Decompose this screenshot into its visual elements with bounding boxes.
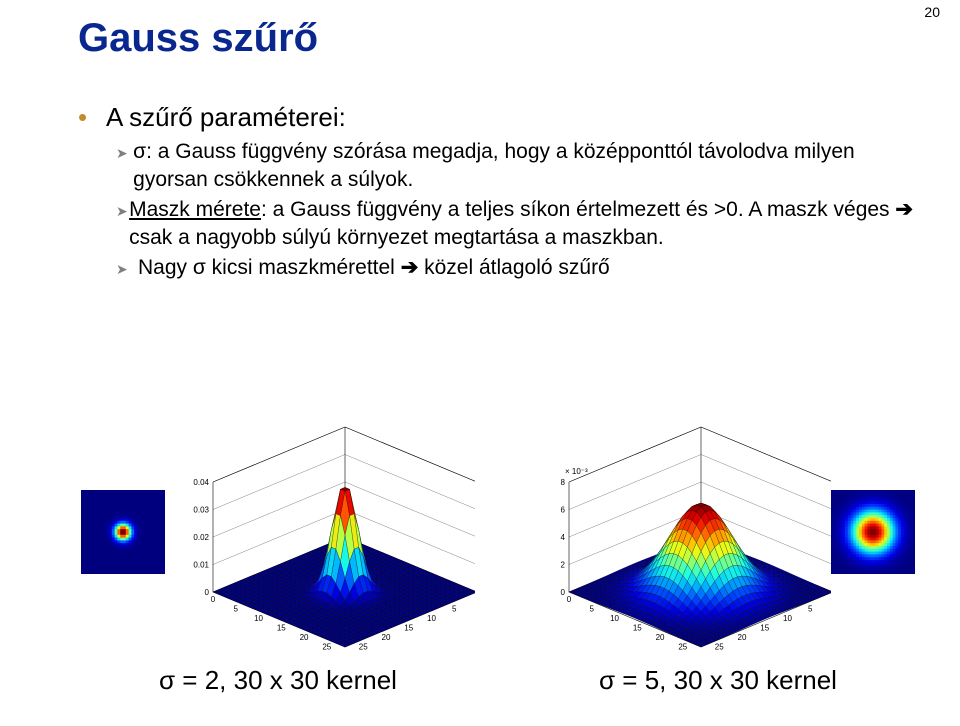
- svg-text:15: 15: [277, 623, 286, 632]
- svg-text:0.03: 0.03: [193, 506, 209, 515]
- page-number: 20: [924, 4, 940, 20]
- mask-size-tail: csak a nagyobb súlyú környezet megtartás…: [129, 226, 664, 249]
- bullet2-text: Maszk mérete: a Gauss függvény a teljes …: [129, 196, 918, 252]
- slide-title: Gauss szűrő: [78, 16, 318, 61]
- bullet2-text: σ: a Gauss függvény szórása megadja, hog…: [133, 138, 918, 194]
- svg-text:25: 25: [678, 642, 687, 651]
- svg-text:5: 5: [808, 604, 813, 613]
- svg-text:× 10⁻³: × 10⁻³: [565, 467, 588, 476]
- figure-group-sigma5: 86420× 10⁻³005510101515202025253030 σ = …: [498, 412, 938, 696]
- svg-text:15: 15: [404, 623, 413, 632]
- svg-text:15: 15: [760, 623, 769, 632]
- bullet1-text: A szűrő paraméterei:: [106, 100, 346, 134]
- svg-text:6: 6: [561, 506, 566, 515]
- bullet-level2-mask-size: ➤ Maszk mérete: a Gauss függvény a telje…: [116, 196, 918, 252]
- large-sigma-tail: közel átlagoló szűrő: [418, 256, 609, 279]
- svg-text:25: 25: [715, 642, 724, 651]
- arrow-icon: ➔: [895, 198, 913, 221]
- svg-text:0: 0: [205, 588, 210, 597]
- svg-text:20: 20: [656, 633, 665, 642]
- gaussian-topview-sigma2: [81, 490, 165, 579]
- svg-text:0.02: 0.02: [193, 533, 209, 542]
- svg-text:20: 20: [300, 633, 309, 642]
- svg-text:2: 2: [561, 561, 566, 570]
- arrow-icon: ➔: [401, 256, 419, 279]
- figure-caption: σ = 2, 30 x 30 kernel: [159, 665, 397, 696]
- svg-text:5: 5: [234, 604, 239, 613]
- svg-text:0: 0: [567, 595, 572, 604]
- svg-text:10: 10: [783, 614, 792, 623]
- svg-text:20: 20: [382, 633, 391, 642]
- svg-text:4: 4: [561, 533, 566, 542]
- chevron-icon: ➤: [116, 138, 133, 162]
- figure-group-sigma2: 0.040.030.020.01000551010151520202525303…: [58, 412, 498, 696]
- large-sigma-head: Nagy σ kicsi maszkmérettel: [138, 256, 401, 279]
- figure-row: 0.040.030.020.01000551010151520202525303…: [58, 412, 938, 696]
- content-block: • A szűrő paraméterei: ➤ σ: a Gauss függ…: [78, 100, 918, 284]
- bullet-level2-large-sigma: ➤ Nagy σ kicsi maszkmérettel ➔ közel átl…: [116, 254, 918, 282]
- svg-text:0: 0: [211, 595, 216, 604]
- gaussian-surface-sigma5: 86420× 10⁻³005510101515202025253030: [521, 412, 831, 657]
- svg-text:5: 5: [590, 604, 595, 613]
- svg-text:5: 5: [452, 604, 457, 613]
- svg-text:0.01: 0.01: [193, 561, 209, 570]
- svg-text:15: 15: [633, 623, 642, 632]
- mask-size-cont: : a Gauss függvény a teljes síkon értelm…: [261, 198, 890, 221]
- mask-size-label: Maszk mérete: [129, 198, 261, 221]
- svg-text:0: 0: [561, 588, 566, 597]
- chevron-icon: ➤: [116, 196, 129, 220]
- svg-text:10: 10: [610, 614, 619, 623]
- svg-text:10: 10: [254, 614, 263, 623]
- svg-text:25: 25: [322, 642, 331, 651]
- svg-text:10: 10: [427, 614, 436, 623]
- figure-caption: σ = 5, 30 x 30 kernel: [599, 665, 837, 696]
- svg-text:20: 20: [738, 633, 747, 642]
- chevron-icon: ➤: [116, 254, 138, 278]
- bullet2-text: Nagy σ kicsi maszkmérettel ➔ közel átlag…: [138, 254, 610, 282]
- gaussian-topview-sigma5: [831, 490, 915, 579]
- gaussian-surface-sigma2: 0.040.030.020.01000551010151520202525303…: [165, 412, 475, 657]
- svg-text:0.04: 0.04: [193, 478, 209, 487]
- svg-text:25: 25: [359, 642, 368, 651]
- bullet-level2-sigma: ➤ σ: a Gauss függvény szórása megadja, h…: [116, 138, 918, 194]
- bullet-disc-icon: •: [78, 100, 106, 134]
- svg-text:8: 8: [561, 478, 566, 487]
- bullet-level1: • A szűrő paraméterei:: [78, 100, 918, 134]
